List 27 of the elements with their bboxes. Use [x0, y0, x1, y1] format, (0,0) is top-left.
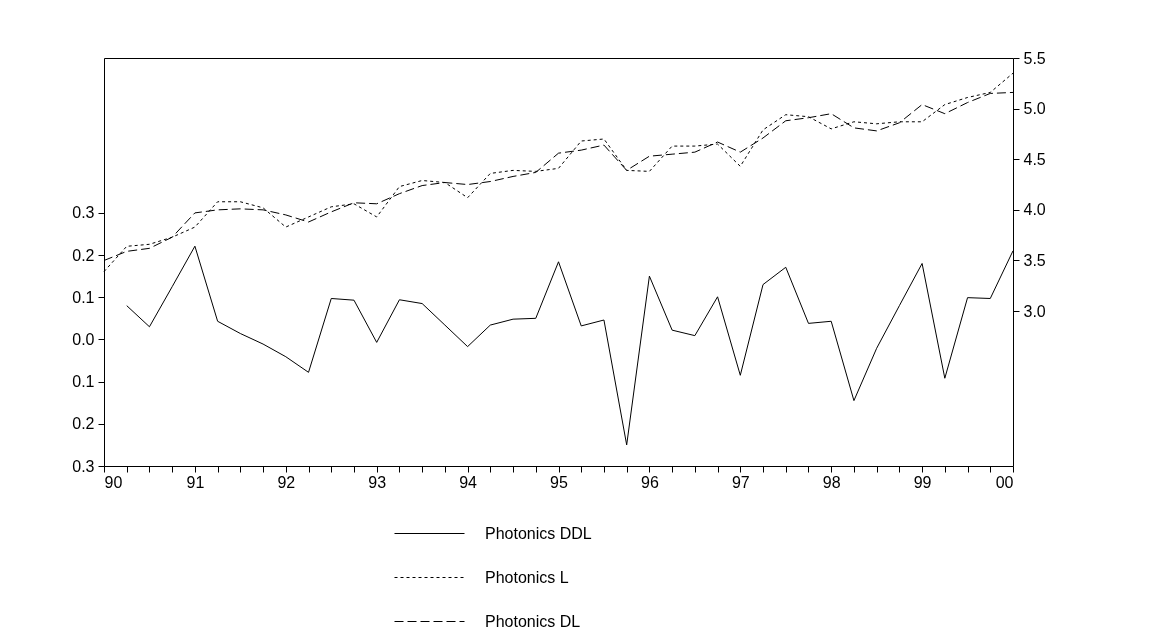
x-tick-label: 90: [104, 473, 123, 491]
y2-tick-label: 4.0: [1023, 201, 1046, 219]
y2-tick-label: 5.5: [1023, 49, 1046, 67]
x-tick-label: 00: [995, 473, 1014, 491]
y-tick-label: 0.2: [72, 415, 95, 433]
y-tick-label: 0.2: [72, 246, 95, 264]
y-tick-label: 0.1: [72, 288, 95, 306]
x-tick-label: 99: [913, 473, 932, 491]
y2-tick-label: 5.0: [1023, 100, 1046, 118]
y2-tick-label: 4.5: [1023, 150, 1046, 168]
y2-tick-label: 3.0: [1023, 302, 1046, 320]
x-tick-label: 96: [641, 473, 659, 491]
x-tick-label: 91: [186, 473, 205, 491]
legend-label: Photonics DL: [485, 612, 581, 630]
x-tick-label: 95: [550, 473, 568, 491]
x-tick-label: 98: [822, 473, 841, 491]
x-tick-label: 97: [731, 473, 750, 491]
y2-tick-label: 3.5: [1023, 251, 1046, 269]
y-tick-label: 0.0: [72, 330, 95, 348]
legend-label: Photonics L: [485, 568, 569, 586]
x-tick-label: 92: [277, 473, 296, 491]
y-tick-label: 0.3: [72, 204, 95, 222]
y-tick-label: 0.3: [72, 457, 95, 475]
x-tick-label: 93: [368, 473, 387, 491]
x-tick-label: 94: [459, 473, 478, 491]
y-tick-label: 0.1: [72, 373, 95, 391]
legend-label: Photonics DDL: [485, 524, 592, 542]
